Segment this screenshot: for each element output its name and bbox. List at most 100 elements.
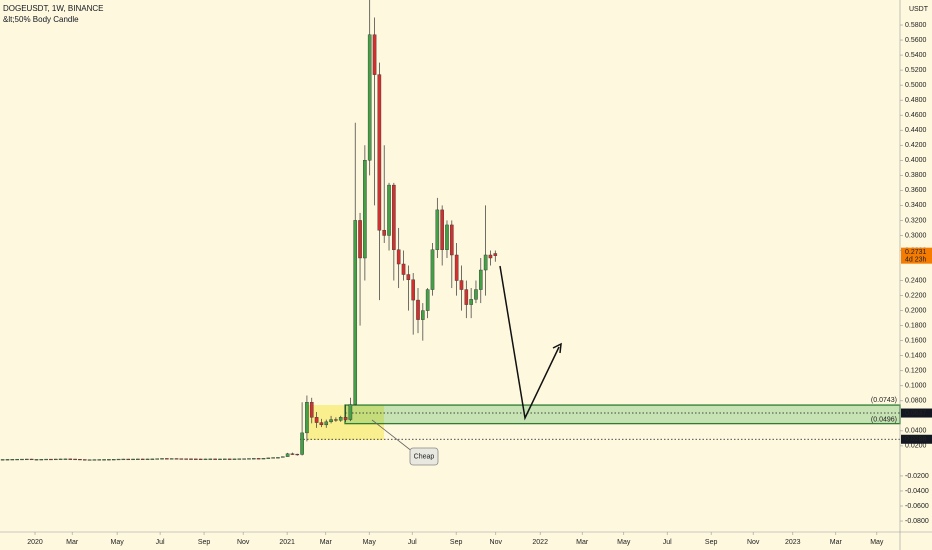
candle-body [377, 74, 382, 231]
candle-body [329, 419, 333, 423]
price-tag-text: 0.0637 [905, 410, 927, 417]
x-tick-label: Nov [747, 539, 760, 546]
candle-body [53, 458, 58, 461]
candle-body [49, 458, 53, 461]
candle-body [396, 249, 401, 265]
projection-arrow [499, 265, 560, 421]
candle-body [251, 458, 256, 460]
y-tick-label: 0.4800 [905, 97, 927, 104]
x-tick-label: Sep [450, 539, 463, 546]
candle-layer [0, 0, 498, 461]
y-tick-label: 0.5400 [905, 52, 927, 59]
candle-body [338, 417, 343, 421]
chart-title: DOGEUSDT, 1W, BINANCE [3, 4, 103, 13]
x-tick-label: Mar [576, 539, 589, 546]
candle-body [478, 269, 483, 290]
callout-text: Cheap [414, 453, 435, 460]
candle-body [334, 419, 338, 421]
candle-body [266, 457, 271, 459]
candle-body [107, 459, 111, 461]
y-tick-label: 0.2400 [905, 277, 927, 284]
candle-body [78, 458, 82, 461]
x-tick-label: 2023 [785, 539, 801, 546]
candle-body [203, 458, 208, 460]
x-tick-label: Nov [490, 539, 503, 546]
candle-body [358, 220, 362, 259]
candle-body [256, 458, 261, 460]
y-tick-label: 0.4400 [905, 127, 927, 134]
y-tick-label: -0.0800 [905, 518, 929, 525]
zone-bottom-label: (0.0496) [871, 416, 897, 423]
candle-body [459, 280, 464, 290]
candle-body [0, 459, 5, 461]
candle-body [20, 458, 24, 461]
candle-body [387, 184, 391, 236]
x-tick-label: Sep [198, 539, 211, 546]
y-tick-label: 0.1600 [905, 338, 927, 345]
candle-body [406, 274, 411, 280]
x-tick-label: May [870, 539, 884, 546]
candle-body [87, 459, 92, 461]
candle-body [261, 458, 266, 460]
x-tick-label: Sep [705, 539, 718, 546]
candle-body [493, 253, 498, 256]
y-tick-label: 0.1800 [905, 322, 927, 329]
candle-body [314, 417, 319, 423]
candle-body [300, 432, 304, 455]
candle-body [39, 459, 44, 461]
candle-body [348, 404, 353, 420]
arrow-head [552, 342, 562, 354]
candle-body [271, 457, 275, 459]
y-tick-label: 0.5000 [905, 82, 927, 89]
candle-body [34, 459, 39, 461]
y-tick-label: 0.2200 [905, 292, 927, 299]
x-tick-label: Mar [830, 539, 843, 546]
candle-body [450, 224, 454, 256]
y-tick-label: 0.3800 [905, 172, 927, 179]
candle-body [73, 458, 77, 461]
candle-body [319, 422, 324, 426]
countdown-text: 4d 23h [905, 257, 927, 264]
candle-body [44, 458, 48, 461]
candle-body [102, 459, 106, 461]
candle-body [430, 249, 435, 290]
candle-body [155, 458, 160, 460]
candle-body [97, 459, 102, 461]
candle-body [5, 459, 10, 461]
chart-subtitle: &lt;50% Body Candle [3, 15, 79, 24]
candle-body [421, 310, 425, 320]
candle-body [483, 254, 488, 271]
candle-body [198, 458, 203, 460]
y-tick-label: 0.0200 [905, 443, 927, 450]
candle-body [121, 458, 126, 461]
candle-body [58, 458, 63, 460]
candle-body [213, 458, 217, 460]
candle-body [474, 289, 478, 300]
candle-body [488, 254, 493, 259]
candle-body [237, 458, 242, 460]
price-tag [901, 434, 932, 444]
candle-body [145, 458, 150, 460]
y-tick-label: 0.4600 [905, 112, 927, 119]
candle-body [189, 458, 193, 460]
candle-body [184, 458, 188, 460]
y-tick-label: -0.0600 [905, 503, 929, 510]
y-axis-label: USDT [909, 6, 929, 13]
y-tick-label: 0.4200 [905, 142, 927, 149]
y-tick-label: -0.0200 [905, 473, 929, 480]
candle-body [218, 458, 222, 460]
y-tick-label: 0.5800 [905, 22, 927, 29]
candle-body [126, 458, 131, 461]
candle-body [179, 458, 184, 460]
candle-body [353, 220, 358, 405]
x-tick-label: 2022 [532, 539, 548, 546]
candle-body [435, 209, 440, 250]
x-tick-label: May [363, 539, 377, 546]
candle-body [169, 458, 174, 460]
x-tick-label: Nov [237, 539, 250, 546]
y-tick-label: 0.1400 [905, 353, 927, 360]
y-tick-label: 0.3600 [905, 187, 927, 194]
price-tag [901, 408, 932, 418]
candle-body [227, 458, 232, 460]
candle-body [372, 34, 377, 75]
